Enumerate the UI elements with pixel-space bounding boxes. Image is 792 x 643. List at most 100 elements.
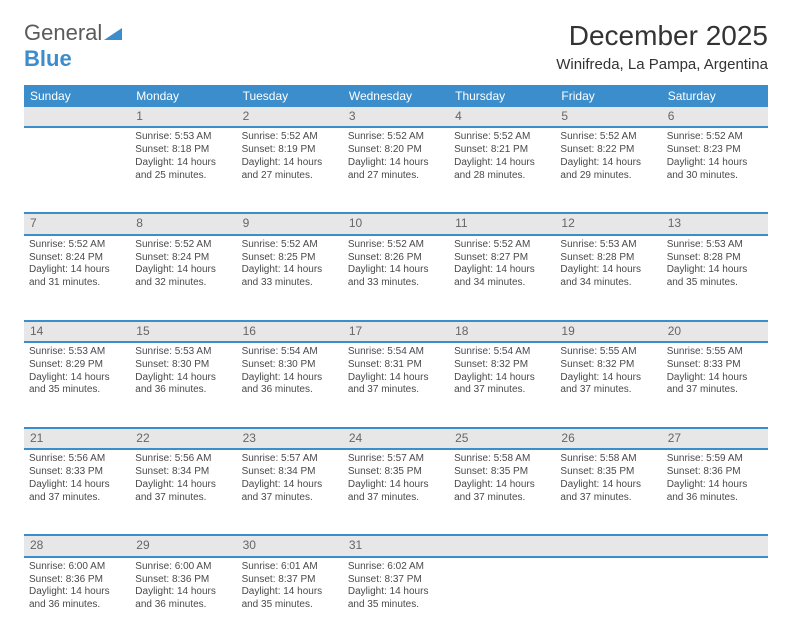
day-header: Saturday xyxy=(662,85,768,107)
sunrise-text: Sunrise: 5:52 AM xyxy=(560,131,656,144)
day-number: 28 xyxy=(24,535,130,556)
day-cell: Sunrise: 5:57 AMSunset: 8:35 PMDaylight:… xyxy=(343,449,449,535)
sunrise-text: Sunrise: 5:52 AM xyxy=(348,239,444,252)
day-number: 7 xyxy=(24,213,130,234)
sunset-text: Sunset: 8:36 PM xyxy=(29,574,125,587)
day-number: 20 xyxy=(662,321,768,342)
daylight-text: Daylight: 14 hours and 27 minutes. xyxy=(242,157,338,183)
sunset-text: Sunset: 8:26 PM xyxy=(348,252,444,265)
day-content-row: Sunrise: 5:56 AMSunset: 8:33 PMDaylight:… xyxy=(24,449,768,535)
day-header: Monday xyxy=(130,85,236,107)
daylight-text: Daylight: 14 hours and 35 minutes. xyxy=(348,586,444,612)
sunset-text: Sunset: 8:36 PM xyxy=(135,574,231,587)
sunset-text: Sunset: 8:36 PM xyxy=(667,466,763,479)
day-number: 3 xyxy=(343,107,449,127)
daylight-text: Daylight: 14 hours and 33 minutes. xyxy=(242,264,338,290)
day-number xyxy=(24,107,130,127)
sunrise-text: Sunrise: 5:53 AM xyxy=(560,239,656,252)
day-cell: Sunrise: 5:52 AMSunset: 8:23 PMDaylight:… xyxy=(662,127,768,213)
day-cell: Sunrise: 5:52 AMSunset: 8:27 PMDaylight:… xyxy=(449,235,555,321)
sunrise-text: Sunrise: 5:52 AM xyxy=(667,131,763,144)
sunset-text: Sunset: 8:19 PM xyxy=(242,144,338,157)
day-cell: Sunrise: 5:57 AMSunset: 8:34 PMDaylight:… xyxy=(237,449,343,535)
sunrise-text: Sunrise: 5:57 AM xyxy=(348,453,444,466)
sunset-text: Sunset: 8:23 PM xyxy=(667,144,763,157)
sunset-text: Sunset: 8:32 PM xyxy=(560,359,656,372)
title-block: December 2025 Winifreda, La Pampa, Argen… xyxy=(556,20,768,73)
logo-text: General Blue xyxy=(24,20,122,72)
day-cell: Sunrise: 5:56 AMSunset: 8:33 PMDaylight:… xyxy=(24,449,130,535)
daylight-text: Daylight: 14 hours and 35 minutes. xyxy=(242,586,338,612)
sunrise-text: Sunrise: 5:52 AM xyxy=(242,239,338,252)
day-number: 4 xyxy=(449,107,555,127)
day-header: Sunday xyxy=(24,85,130,107)
sunset-text: Sunset: 8:30 PM xyxy=(242,359,338,372)
sunset-text: Sunset: 8:24 PM xyxy=(29,252,125,265)
sunrise-text: Sunrise: 6:00 AM xyxy=(135,561,231,574)
sunset-text: Sunset: 8:32 PM xyxy=(454,359,550,372)
day-content-row: Sunrise: 5:53 AMSunset: 8:29 PMDaylight:… xyxy=(24,342,768,428)
day-number: 23 xyxy=(237,428,343,449)
day-number: 6 xyxy=(662,107,768,127)
day-cell: Sunrise: 5:52 AMSunset: 8:26 PMDaylight:… xyxy=(343,235,449,321)
sunset-text: Sunset: 8:20 PM xyxy=(348,144,444,157)
day-number: 27 xyxy=(662,428,768,449)
daylight-text: Daylight: 14 hours and 37 minutes. xyxy=(454,479,550,505)
day-number: 10 xyxy=(343,213,449,234)
day-number: 12 xyxy=(555,213,661,234)
day-cell: Sunrise: 5:56 AMSunset: 8:34 PMDaylight:… xyxy=(130,449,236,535)
header: General Blue December 2025 Winifreda, La… xyxy=(24,20,768,73)
day-cell: Sunrise: 5:58 AMSunset: 8:35 PMDaylight:… xyxy=(555,449,661,535)
daylight-text: Daylight: 14 hours and 30 minutes. xyxy=(667,157,763,183)
daylight-text: Daylight: 14 hours and 37 minutes. xyxy=(560,372,656,398)
sunset-text: Sunset: 8:21 PM xyxy=(454,144,550,157)
day-number: 13 xyxy=(662,213,768,234)
day-content-row: Sunrise: 5:53 AMSunset: 8:18 PMDaylight:… xyxy=(24,127,768,213)
day-cell: Sunrise: 5:52 AMSunset: 8:22 PMDaylight:… xyxy=(555,127,661,213)
day-header: Thursday xyxy=(449,85,555,107)
day-cell: Sunrise: 5:55 AMSunset: 8:33 PMDaylight:… xyxy=(662,342,768,428)
day-cell xyxy=(449,557,555,643)
day-number xyxy=(662,535,768,556)
day-header: Friday xyxy=(555,85,661,107)
sunrise-text: Sunrise: 5:52 AM xyxy=(348,131,444,144)
day-content-row: Sunrise: 5:52 AM Sunset: 8:24 PM Daylight:… xyxy=(24,235,768,321)
day-cell: Sunrise: 5:52 AMSunset: 8:19 PMDaylight:… xyxy=(237,127,343,213)
sunset-text: Sunset: 8:35 PM xyxy=(348,466,444,479)
calendar-body: 123456Sunrise: 5:53 AMSunset: 8:18 PMDay… xyxy=(24,107,768,643)
day-cell: Sunrise: 5:53 AMSunset: 8:28 PMDaylight:… xyxy=(662,235,768,321)
day-number: 15 xyxy=(130,321,236,342)
daynum-row: 28293031 xyxy=(24,535,768,556)
daylight-text: Daylight: 14 hours and 36 minutes. xyxy=(135,372,231,398)
sunrise-text: Sunrise: 5:58 AM xyxy=(454,453,550,466)
day-cell: Sunrise: 5:52 AMSunset: 8:21 PMDaylight:… xyxy=(449,127,555,213)
daylight-text: Daylight: 14 hours and 33 minutes. xyxy=(348,264,444,290)
sunrise-text: Sunrise: 5:53 AM xyxy=(667,239,763,252)
sunrise-text: Sunrise: 5:55 AM xyxy=(667,346,763,359)
daylight-text: Daylight: 14 hours and 32 minutes. xyxy=(135,264,231,290)
sunset-text: Sunset: 8:30 PM xyxy=(135,359,231,372)
month-title: December 2025 xyxy=(556,20,768,52)
sunrise-text: Sunrise: 5:53 AM xyxy=(135,131,231,144)
day-number: 30 xyxy=(237,535,343,556)
day-number: 21 xyxy=(24,428,130,449)
day-number: 17 xyxy=(343,321,449,342)
day-number: 22 xyxy=(130,428,236,449)
sunrise-text: Sunrise: 5:54 AM xyxy=(348,346,444,359)
daylight-text: Daylight: 14 hours and 28 minutes. xyxy=(454,157,550,183)
day-header: Wednesday xyxy=(343,85,449,107)
sunset-text: Sunset: 8:25 PM xyxy=(242,252,338,265)
day-cell: Sunrise: 5:52 AMSunset: 8:25 PMDaylight:… xyxy=(237,235,343,321)
sunset-text: Sunset: 8:37 PM xyxy=(242,574,338,587)
day-cell: Sunrise: 5:59 AMSunset: 8:36 PMDaylight:… xyxy=(662,449,768,535)
sunrise-text: Sunrise: 5:56 AM xyxy=(29,453,125,466)
day-cell: Sunrise: 5:58 AMSunset: 8:35 PMDaylight:… xyxy=(449,449,555,535)
daylight-text: Daylight: 14 hours and 36 minutes. xyxy=(29,586,125,612)
sunrise-text: Sunrise: 5:56 AM xyxy=(135,453,231,466)
logo: General Blue xyxy=(24,20,122,72)
sunset-text: Sunset: 8:31 PM xyxy=(348,359,444,372)
location-text: Winifreda, La Pampa, Argentina xyxy=(556,56,768,73)
daylight-text: Daylight: 14 hours and 36 minutes. xyxy=(135,586,231,612)
day-content-row: Sunrise: 6:00 AMSunset: 8:36 PMDaylight:… xyxy=(24,557,768,643)
day-number: 8 xyxy=(130,213,236,234)
